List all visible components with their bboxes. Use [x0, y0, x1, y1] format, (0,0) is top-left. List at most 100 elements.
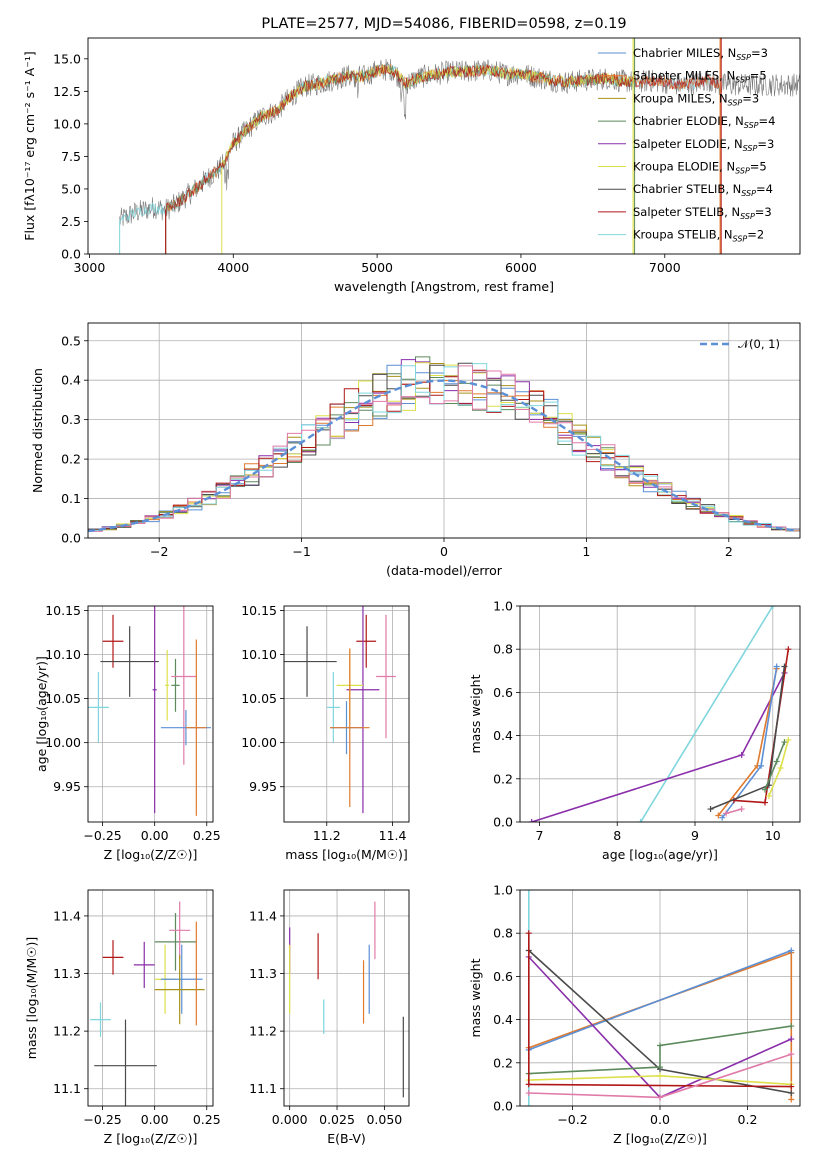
y-tick-label: 0.4: [493, 728, 513, 743]
weight-marker: [781, 663, 788, 670]
legend-entry: 𝒩(0, 1): [738, 337, 780, 351]
x-axis-label: age [log₁₀(age/yr)]: [602, 847, 718, 862]
y-tick-label: 11.4: [53, 908, 81, 923]
y-tick-label: 10.15: [241, 603, 277, 618]
legend-entry: Salpeter MILES, NSSP=5: [633, 69, 767, 85]
y-tick-label: 10.15: [45, 603, 81, 618]
y-tick-label: 10.00: [241, 735, 277, 750]
weight-marker: [715, 812, 722, 819]
y-tick-label: 12.5: [53, 84, 81, 99]
weight-marker: [738, 806, 745, 813]
y-tick-label: 9.95: [249, 779, 277, 794]
weight-marker: [525, 930, 532, 937]
weight-marker: [788, 1051, 795, 1058]
weight-marker: [657, 1064, 663, 1071]
axes-frame: [519, 605, 801, 823]
y-tick-label: 0.1: [61, 491, 81, 506]
x-tick-label: 0.25: [193, 828, 221, 843]
weight-marker: [788, 1083, 795, 1090]
weight-series-line: [639, 606, 774, 822]
x-tick-label: −1: [292, 544, 310, 559]
model-spectrum-line: [165, 64, 720, 216]
weight-marker: [528, 819, 535, 822]
y-tick-label: 10.00: [45, 735, 81, 750]
x-tick-label: 4000: [217, 260, 249, 275]
legend-suffix: =5: [750, 160, 767, 174]
weight-series-line: [725, 808, 742, 815]
weight-marker: [657, 1072, 663, 1079]
x-tick-label: 0.000: [272, 1112, 308, 1127]
histogram-series-line: [88, 363, 800, 531]
y-tick-label: 0.4: [61, 373, 81, 388]
normal-curve-line: [88, 379, 798, 533]
x-tick-label: 10: [765, 828, 781, 843]
legend-subscript: SSP: [728, 98, 743, 107]
legend-entry: Chabrier STELIB, NSSP=4: [633, 182, 773, 198]
weight-series-line: [531, 672, 786, 822]
weight-marker: [758, 762, 765, 769]
legend-subscript: SSP: [735, 76, 750, 85]
y-tick-label: 1.0: [493, 883, 513, 898]
y-axis-label: Flux [fλ10⁻¹⁷ erg cm⁻² s⁻¹ A⁻¹]: [22, 51, 37, 240]
y-tick-label: 10.05: [45, 691, 81, 706]
y-tick-label: 11.1: [53, 1081, 81, 1096]
legend-entry: Chabrier ELODIE, NSSP=4: [633, 114, 775, 130]
legend-label: Kroupa MILES, N: [633, 91, 728, 105]
legend-entry: Chabrier MILES, NSSP=3: [633, 46, 768, 62]
axes-frame: [87, 889, 214, 1107]
x-tick-label: 0: [440, 544, 448, 559]
x-axis-label: mass [log₁₀(M/M☉)]: [285, 847, 407, 862]
weight-marker: [777, 765, 784, 771]
weight-series-line: [733, 649, 790, 804]
x-tick-label: 6000: [505, 260, 537, 275]
legend-subscript: SSP: [744, 121, 759, 130]
x-tick-label: 7: [535, 828, 543, 843]
y-tick-label: 11.2: [249, 1024, 277, 1039]
y-tick-label: 0.2: [493, 771, 513, 786]
y-tick-label: 0.8: [493, 642, 513, 657]
x-tick-label: −2: [150, 544, 168, 559]
y-axis-label: age [log₁₀(age/yr)]: [34, 656, 49, 772]
weight-marker: [723, 810, 730, 817]
y-tick-label: 11.3: [53, 966, 81, 981]
x-tick-label: 7000: [649, 260, 681, 275]
x-tick-label: −0.25: [83, 1112, 121, 1127]
weight-marker: [525, 1090, 532, 1097]
y-tick-label: 15.0: [53, 51, 81, 66]
axes-frame: [519, 889, 801, 1107]
weight-marker: [762, 799, 768, 806]
legend-label: Kroupa STELIB, N: [633, 228, 733, 242]
x-tick-label: 3000: [74, 260, 106, 275]
axes-frame: [283, 889, 410, 1107]
y-tick-label: 0.4: [493, 1012, 513, 1027]
x-tick-label: −0.2: [557, 1112, 587, 1127]
y-tick-label: 0.2: [61, 452, 81, 467]
weight-vs-age-panel: 7 8 9 10 0.0 0.2 0.4 0.6 0.8 1.0 age [log₁₀(age/yr…: [468, 599, 801, 862]
legend-entry: Kroupa STELIB, NSSP=2: [633, 228, 764, 244]
x-axis-label: wavelength [Angstrom, rest frame]: [334, 279, 554, 294]
mass-vs-ebv-panel: 0.000 0.025 0.050 11.1 11.2 11.3 11.4 E(B-V): [249, 889, 410, 1146]
y-tick-label: 0.3: [61, 412, 81, 427]
axes-frame: [87, 322, 801, 539]
x-tick-label: 2: [725, 544, 733, 559]
weight-marker: [788, 947, 795, 954]
legend-label: Chabrier STELIB, N: [633, 182, 741, 196]
x-tick-label: 0.025: [319, 1112, 355, 1127]
legend-label: Salpeter MILES, N: [633, 69, 735, 83]
weight-marker: [781, 739, 788, 746]
weight-marker: [637, 819, 644, 822]
x-tick-label: 11.4: [379, 828, 407, 843]
weight-marker: [785, 736, 792, 743]
x-axis-label: Z [log₁₀(Z/Z☉)]: [613, 1131, 707, 1146]
chart-title: PLATE=2577, MJD=54086, FIBERID=0598, z=0…: [261, 16, 626, 32]
y-tick-label: 0.8: [493, 926, 513, 941]
weight-marker: [707, 806, 714, 813]
weight-series-line: [528, 1025, 792, 1075]
legend-label: Salpeter ELODIE, N: [633, 137, 743, 151]
x-tick-label: 11.2: [313, 828, 341, 843]
spectrum-panel: 3000 4000 5000 6000 7000 0.0 2.5 5.0 7.5 10.0 12.5…: [22, 16, 801, 294]
x-tick-label: −0.25: [83, 828, 121, 843]
legend-subscript: SSP: [743, 144, 758, 153]
legend-suffix: =3: [757, 137, 774, 151]
